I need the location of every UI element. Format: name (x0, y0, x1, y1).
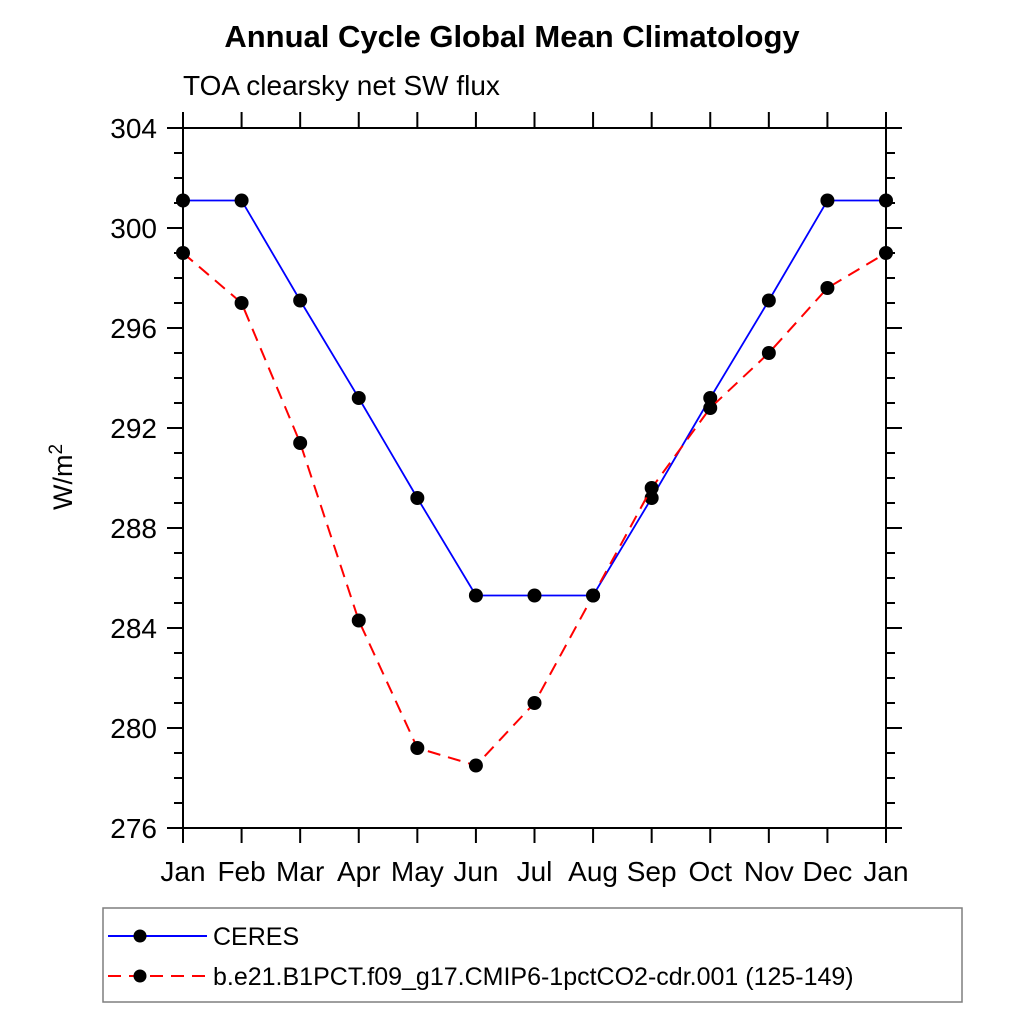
x-tick-label: Feb (217, 856, 265, 887)
series-line-ceres (183, 199, 886, 597)
data-point (703, 391, 718, 405)
data-point (234, 193, 249, 208)
data-point (586, 588, 601, 603)
data-point (761, 346, 776, 360)
data-point (761, 293, 776, 308)
chart-subtitle: TOA clearsky net SW flux (183, 70, 500, 101)
data-point (527, 696, 542, 710)
x-tick-label: Apr (337, 856, 381, 887)
data-point (176, 193, 190, 208)
y-tick-label: 304 (110, 113, 157, 144)
axes-frame: 276 280 284 288 292 296 300 304 Jan Feb Mar Apr May J… (110, 112, 909, 887)
x-tick-label: Oct (688, 856, 732, 887)
x-tick-label: Dec (803, 856, 853, 887)
legend-label: b.e21.B1PCT.f09_g17.CMIP6-1pctCO2-cdr.00… (213, 963, 854, 991)
y-tick-label: 276 (110, 813, 157, 844)
y-tick-label: 292 (110, 413, 157, 444)
legend-label: CERES (213, 923, 299, 951)
plot-frame (182, 127, 887, 829)
data-point (820, 193, 835, 208)
x-tick-label: Sep (627, 856, 677, 887)
data-point (644, 481, 659, 495)
y-axis-label-text: W/m2 (46, 444, 78, 510)
data-point (468, 588, 483, 603)
data-point (644, 491, 659, 505)
data-point (351, 613, 366, 628)
series-line-model (182, 252, 887, 767)
y-axis-label: W/m2 (46, 444, 78, 510)
legend-marker (133, 929, 147, 943)
x-tick-label: Aug (568, 856, 618, 887)
y-tick-label: 300 (110, 213, 157, 244)
series-layer (176, 193, 893, 773)
data-point (820, 281, 835, 295)
y-tick-label: 280 (110, 713, 157, 744)
x-tick-label: Nov (744, 856, 794, 887)
data-point (410, 741, 425, 755)
data-point (527, 588, 542, 603)
data-point (293, 436, 308, 450)
data-point (234, 296, 249, 310)
x-tick-label: Jun (453, 856, 498, 887)
x-tick-label: Jan (160, 856, 205, 887)
chart-title: Annual Cycle Global Mean Climatology (224, 19, 800, 54)
y-tick-label: 288 (110, 513, 157, 544)
legend: CERES b.e21.B1PCT.f09_g17.CMIP6-1pctCO2-c… (102, 907, 963, 1003)
data-point (703, 401, 718, 415)
x-tick-label: Mar (276, 856, 324, 887)
legend-marker (133, 969, 147, 983)
x-tick-label: Jan (863, 856, 908, 887)
x-tick-label: Jul (517, 856, 553, 887)
data-point (176, 246, 190, 260)
data-point (879, 193, 893, 208)
y-tick-label: 296 (110, 313, 157, 344)
data-point (293, 293, 308, 308)
data-point (879, 246, 893, 260)
data-point (351, 391, 366, 405)
x-tick-label: May (391, 856, 444, 887)
data-point (410, 491, 425, 505)
legend-box (102, 907, 963, 1003)
y-tick-label: 284 (110, 613, 157, 644)
data-point (468, 758, 483, 773)
